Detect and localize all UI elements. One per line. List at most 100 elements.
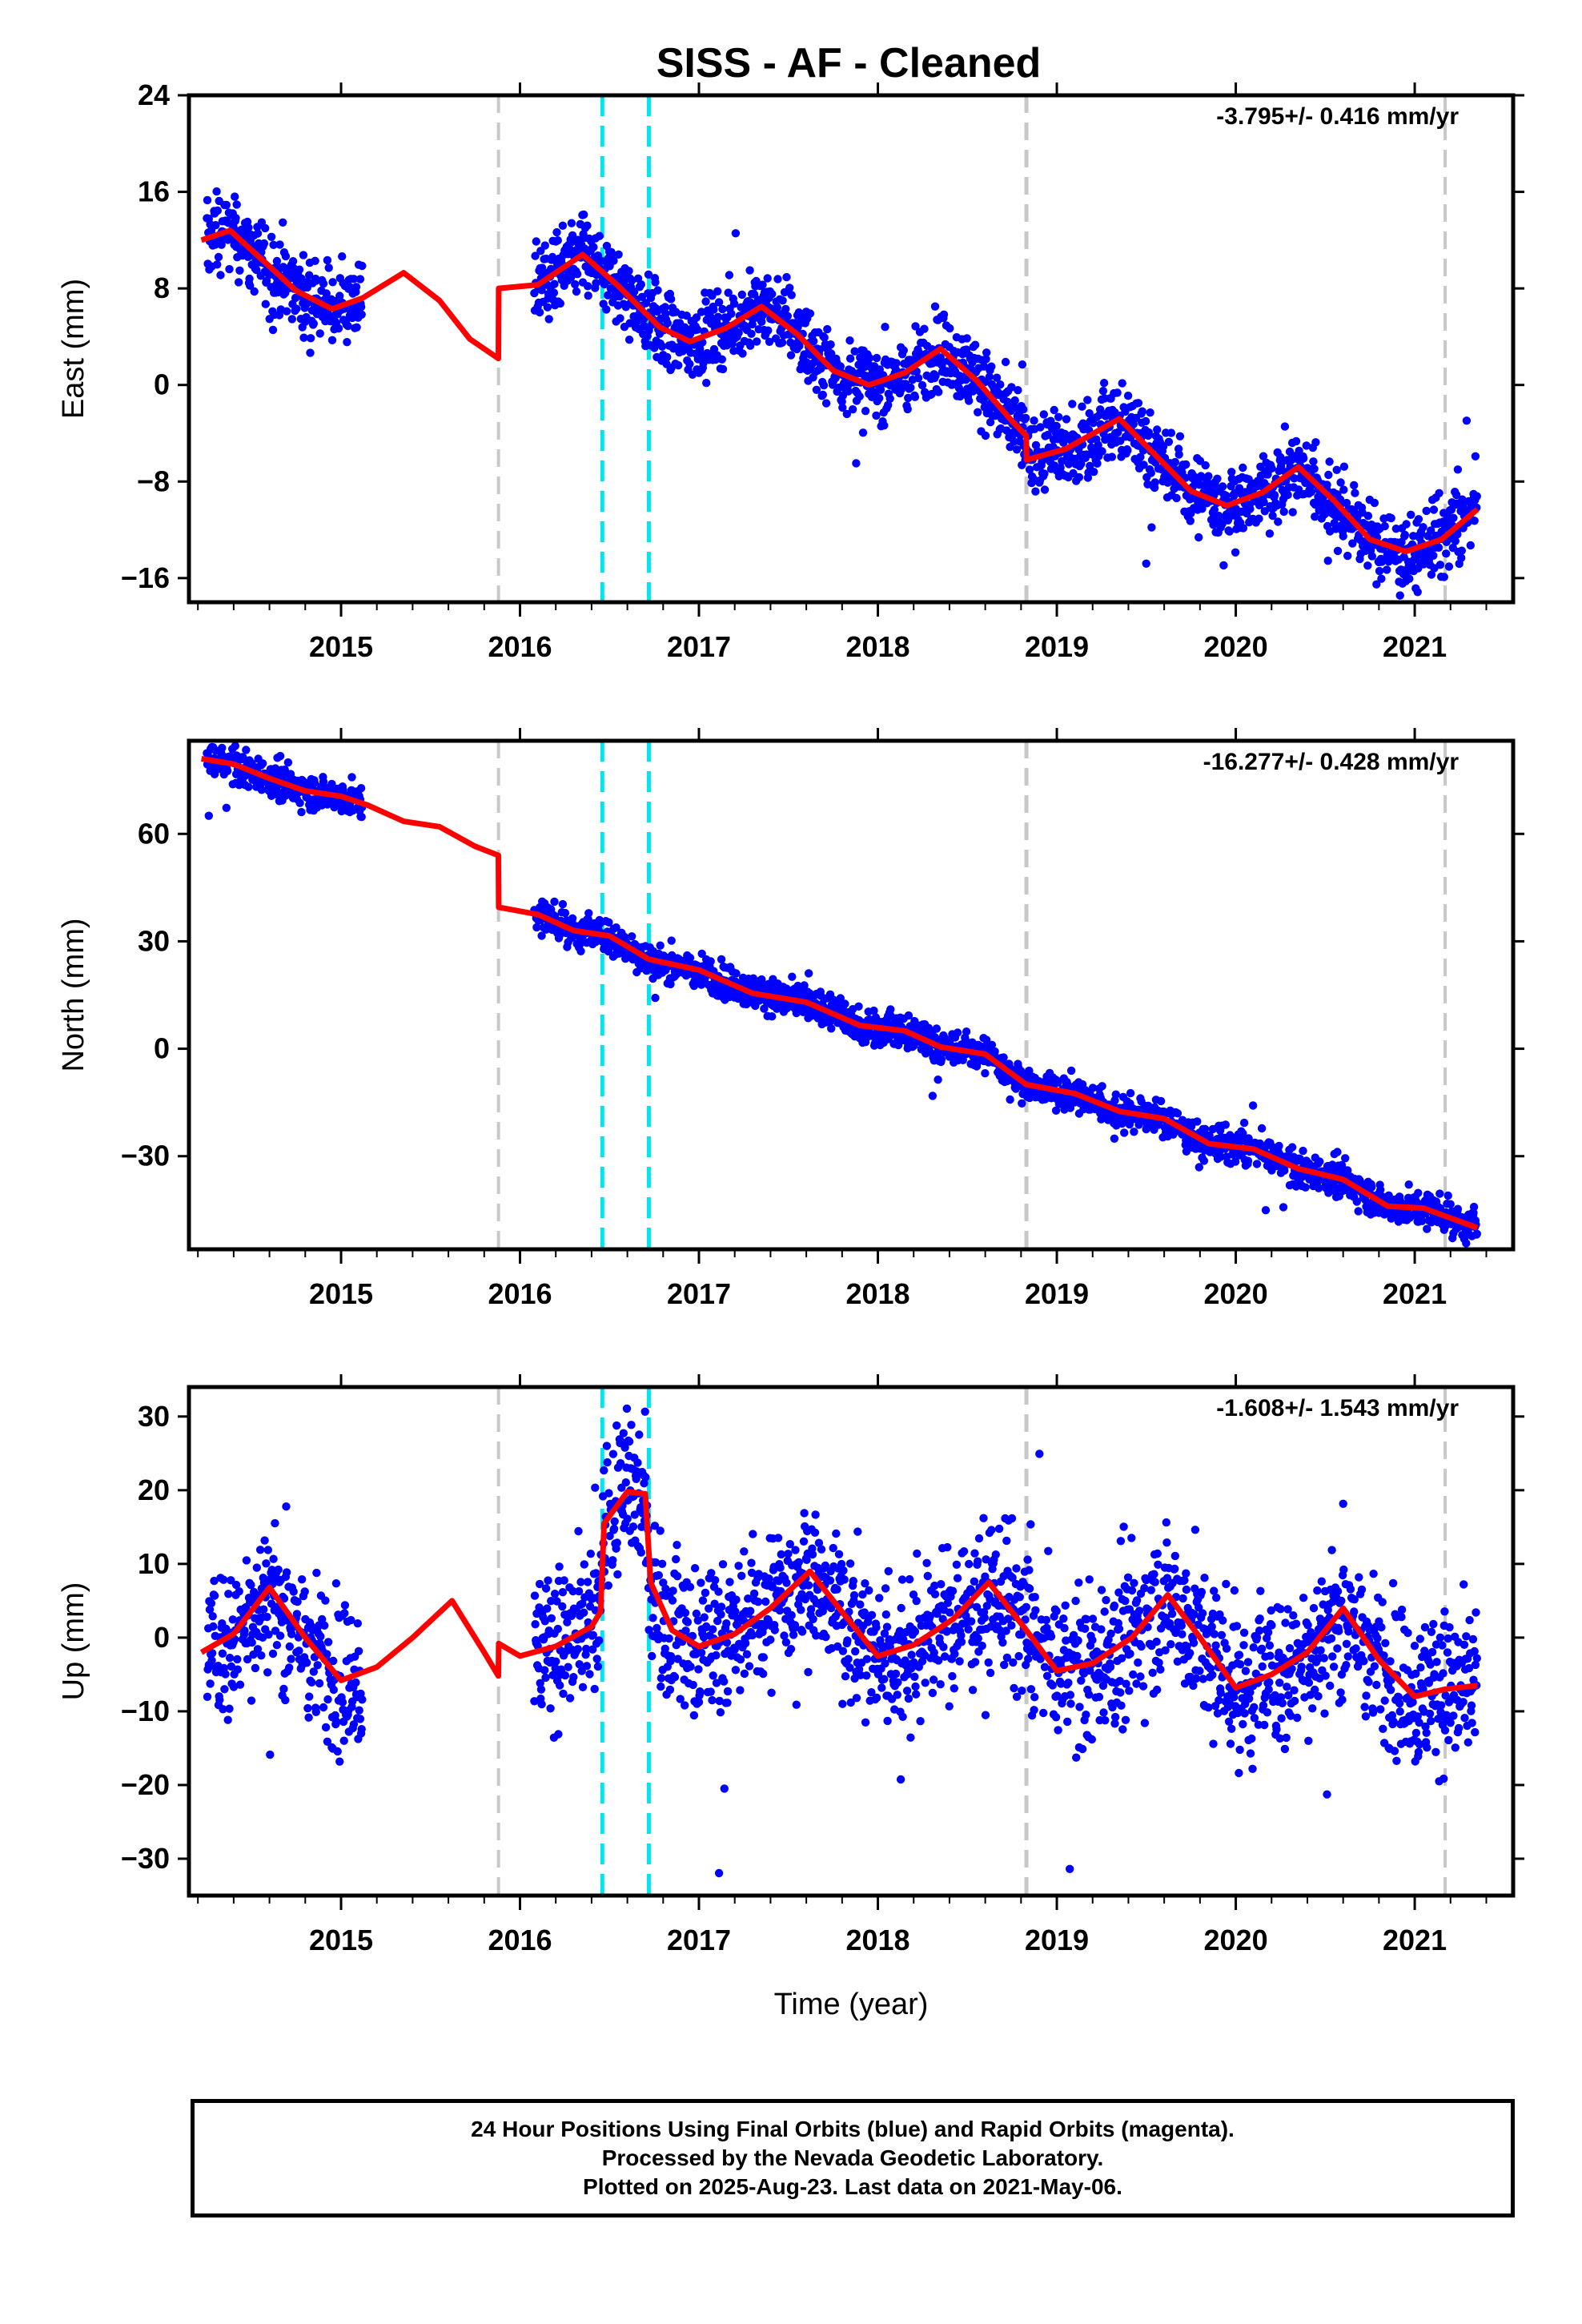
- data-point: [289, 1587, 298, 1596]
- data-point: [297, 1575, 307, 1584]
- x-tick-label: 2018: [845, 630, 909, 663]
- data-point: [1213, 474, 1222, 483]
- data-point: [886, 1005, 895, 1014]
- data-point: [227, 1576, 235, 1585]
- data-point: [738, 349, 747, 358]
- data-point: [544, 315, 553, 324]
- model-curve: [200, 227, 1480, 555]
- data-point: [204, 811, 213, 820]
- data-point: [1012, 445, 1022, 454]
- data-point: [259, 1605, 268, 1614]
- data-point: [1199, 1156, 1209, 1165]
- data-point: [651, 278, 660, 287]
- data-point: [1243, 1156, 1253, 1165]
- data-point: [1288, 508, 1297, 517]
- data-point: [261, 223, 270, 233]
- data-point: [282, 1502, 291, 1511]
- data-point: [1434, 543, 1443, 552]
- data-point: [311, 256, 319, 265]
- data-point: [1413, 588, 1422, 597]
- data-point: [648, 1651, 656, 1661]
- data-point: [573, 1645, 582, 1654]
- data-point: [584, 909, 593, 918]
- data-point: [1099, 379, 1109, 388]
- data-point: [932, 1024, 942, 1033]
- data-point: [623, 1514, 632, 1523]
- data-point: [826, 340, 835, 349]
- data-point: [904, 393, 913, 403]
- data-point: [530, 1591, 540, 1600]
- data-point: [1066, 1066, 1076, 1076]
- data-point: [357, 812, 366, 822]
- data-point: [1457, 553, 1466, 562]
- data-point: [1418, 1216, 1427, 1225]
- data-point: [1186, 517, 1195, 525]
- x-tick-label: 2017: [667, 1277, 731, 1310]
- data-point: [353, 1619, 362, 1628]
- data-point: [855, 392, 864, 401]
- data-point: [727, 309, 736, 318]
- data-point: [328, 278, 337, 287]
- data-point: [1172, 493, 1181, 503]
- data-point: [355, 275, 365, 283]
- data-point: [223, 1715, 232, 1724]
- data-point: [1043, 430, 1052, 440]
- y-tick-label: 0: [154, 368, 170, 401]
- data-point: [253, 1645, 263, 1654]
- data-point: [242, 746, 251, 754]
- data-point: [872, 411, 881, 420]
- data-point: [208, 1612, 217, 1621]
- x-tick-label: 2018: [845, 1277, 909, 1310]
- data-point: [1085, 409, 1094, 418]
- data-point: [706, 312, 715, 322]
- data-point: [1423, 1224, 1431, 1233]
- data-point: [250, 287, 259, 296]
- data-point: [1355, 1176, 1364, 1185]
- velocity-rate-label: -16.277+/- 0.428 mm/yr: [1203, 749, 1460, 775]
- data-point: [844, 387, 853, 396]
- data-point: [636, 1548, 645, 1557]
- data-point: [233, 1655, 242, 1664]
- data-point: [685, 360, 694, 368]
- data-point: [630, 287, 639, 296]
- data-point: [692, 313, 701, 322]
- data-point: [282, 1568, 291, 1577]
- data-point: [1414, 515, 1423, 524]
- data-point: [327, 336, 337, 344]
- data-point: [553, 1624, 562, 1634]
- data-point: [272, 1641, 282, 1650]
- data-point: [749, 974, 758, 983]
- data-point: [1173, 1109, 1182, 1118]
- data-point: [674, 361, 683, 370]
- y-tick-label: −16: [121, 561, 170, 594]
- data-point: [1246, 505, 1255, 513]
- data-point: [552, 1657, 560, 1666]
- data-point: [305, 1692, 314, 1701]
- data-point: [295, 1647, 303, 1655]
- data-point: [732, 969, 741, 978]
- data-point: [269, 240, 278, 249]
- data-point: [567, 273, 576, 282]
- data-point: [331, 1711, 339, 1720]
- data-point: [718, 304, 727, 314]
- data-point: [1225, 527, 1234, 536]
- data-point: [608, 1556, 617, 1565]
- data-point: [1215, 512, 1223, 521]
- model-curve: [201, 755, 1479, 1231]
- data-point: [880, 421, 889, 430]
- data-point: [1182, 460, 1191, 469]
- data-point: [580, 1560, 588, 1569]
- data-point: [661, 303, 669, 312]
- data-point: [697, 308, 706, 316]
- data-point: [257, 786, 267, 794]
- data-point: [297, 807, 306, 817]
- data-point: [764, 326, 773, 335]
- data-point: [663, 319, 672, 328]
- data-point: [257, 1651, 266, 1660]
- data-point: [595, 1636, 604, 1645]
- data-point: [869, 1006, 878, 1015]
- data-point: [613, 1570, 622, 1579]
- data-point: [259, 239, 269, 248]
- plot-area: [201, 741, 1482, 1249]
